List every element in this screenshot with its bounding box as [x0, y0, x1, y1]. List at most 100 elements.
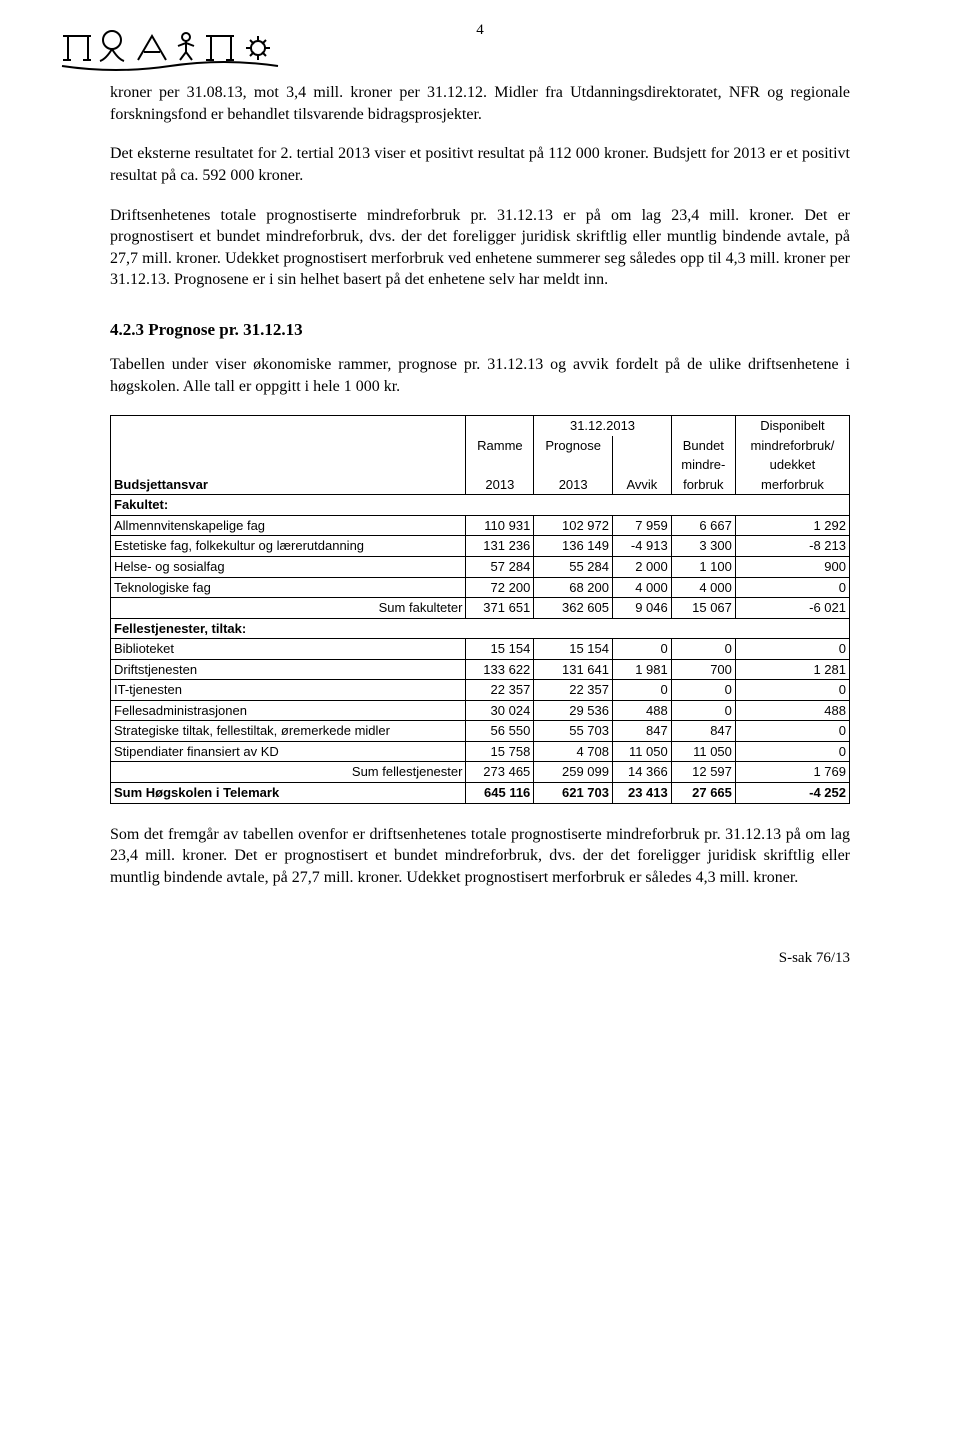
table-row-label: Biblioteket	[111, 639, 466, 660]
th-prognose-1: Prognose	[534, 436, 613, 456]
section-intro: Tabellen under viser økonomiske rammer, …	[110, 354, 850, 397]
table-cell: 11 050	[613, 741, 672, 762]
table-cell: 136 149	[534, 536, 613, 557]
table-cell: 131 641	[534, 659, 613, 680]
table-cell: 900	[735, 556, 849, 577]
table-cell: 29 536	[534, 700, 613, 721]
table-cell: 72 200	[466, 577, 534, 598]
th-budsjettansvar: Budsjettansvar	[111, 416, 466, 495]
table-cell: 102 972	[534, 515, 613, 536]
th-date: 31.12.2013	[534, 416, 671, 436]
paragraph-2: Det eksterne resultatet for 2. tertial 2…	[110, 143, 850, 186]
document-page: 4 kroner per 31.08.13, mot 3,4 mill. kro…	[0, 0, 960, 946]
th-ramme-2: 2013	[466, 475, 534, 495]
table-cell: -4 252	[735, 782, 849, 803]
table-cell: 847	[671, 721, 735, 742]
table-cell: 488	[735, 700, 849, 721]
table-row-label: Sum Høgskolen i Telemark	[111, 782, 466, 803]
table-cell: 27 665	[671, 782, 735, 803]
th-disp-3: udekket	[735, 455, 849, 475]
table-cell: 700	[671, 659, 735, 680]
table-cell: 15 154	[534, 639, 613, 660]
table-cell: 15 758	[466, 741, 534, 762]
table-cell: 12 597	[671, 762, 735, 783]
table-row-label: Strategiske tiltak, fellestiltak, øremer…	[111, 721, 466, 742]
table-cell: 68 200	[534, 577, 613, 598]
table-cell: 9 046	[613, 598, 672, 619]
table-cell: 273 465	[466, 762, 534, 783]
table-cell: 6 667	[671, 515, 735, 536]
table-cell: 362 605	[534, 598, 613, 619]
table-cell: -4 913	[613, 536, 672, 557]
footer-ref: S-sak 76/13	[0, 946, 960, 981]
section-fakultet: Fakultet:	[111, 495, 850, 516]
table-cell: 22 357	[534, 680, 613, 701]
table-cell: 55 703	[534, 721, 613, 742]
table-cell: 56 550	[466, 721, 534, 742]
table-cell: 22 357	[466, 680, 534, 701]
section-fellestjenester: Fellestjenester, tiltak:	[111, 618, 850, 639]
table-cell: 0	[735, 741, 849, 762]
table-cell: 14 366	[613, 762, 672, 783]
table-cell: -6 021	[735, 598, 849, 619]
table-cell: 4 000	[671, 577, 735, 598]
table-row-label: Driftstjenesten	[111, 659, 466, 680]
table-cell: 1 281	[735, 659, 849, 680]
table-cell: -8 213	[735, 536, 849, 557]
table-cell: 0	[671, 700, 735, 721]
table-cell: 23 413	[613, 782, 672, 803]
table-cell: 0	[735, 639, 849, 660]
table-cell: 259 099	[534, 762, 613, 783]
table-row-label: Fellesadministrasjonen	[111, 700, 466, 721]
table-cell: 15 154	[466, 639, 534, 660]
table-cell: 30 024	[466, 700, 534, 721]
table-cell: 0	[613, 639, 672, 660]
table-cell: 57 284	[466, 556, 534, 577]
table-cell: 371 651	[466, 598, 534, 619]
table-cell: 55 284	[534, 556, 613, 577]
table-cell: 488	[613, 700, 672, 721]
table-cell: 645 116	[466, 782, 534, 803]
table-row-label: Estetiske fag, folkekultur og lærerutdan…	[111, 536, 466, 557]
header-logo	[60, 28, 850, 72]
th-disp-2: mindreforbruk/	[735, 436, 849, 456]
table-row-label: Helse- og sosialfag	[111, 556, 466, 577]
table-cell: 1 981	[613, 659, 672, 680]
paragraph-1: kroner per 31.08.13, mot 3,4 mill. krone…	[110, 82, 850, 125]
prognose-table: Budsjettansvar 31.12.2013 Disponibelt Ra…	[110, 415, 850, 803]
th-ramme-1: Ramme	[466, 436, 534, 456]
th-bundet-3: forbruk	[671, 475, 735, 495]
table-cell: 133 622	[466, 659, 534, 680]
table-cell: 4 000	[613, 577, 672, 598]
table-cell: 4 708	[534, 741, 613, 762]
table-row-label: Stipendiater finansiert av KD	[111, 741, 466, 762]
table-cell: 0	[735, 680, 849, 701]
table-row-label: Sum fakulteter	[111, 598, 466, 619]
table-row-label: Teknologiske fag	[111, 577, 466, 598]
th-disp-4: merforbruk	[735, 475, 849, 495]
table-cell: 847	[613, 721, 672, 742]
table-cell: 131 236	[466, 536, 534, 557]
th-bundet-1: Bundet	[671, 436, 735, 456]
table-cell: 11 050	[671, 741, 735, 762]
closing-paragraph: Som det fremgår av tabellen ovenfor er d…	[110, 824, 850, 889]
table-cell: 1 769	[735, 762, 849, 783]
table-cell: 1 292	[735, 515, 849, 536]
th-disp-1: Disponibelt	[735, 416, 849, 436]
section-heading: 4.2.3 Prognose pr. 31.12.13	[110, 319, 850, 342]
table-cell: 0	[671, 680, 735, 701]
table-cell: 3 300	[671, 536, 735, 557]
table-cell: 0	[735, 577, 849, 598]
table-cell: 1 100	[671, 556, 735, 577]
table-row-label: Sum fellestjenester	[111, 762, 466, 783]
table-row-label: IT-tjenesten	[111, 680, 466, 701]
table-cell: 0	[613, 680, 672, 701]
th-avvik: Avvik	[613, 475, 672, 495]
table-cell: 110 931	[466, 515, 534, 536]
th-bundet-2: mindre-	[671, 455, 735, 475]
table-cell: 621 703	[534, 782, 613, 803]
table-cell: 2 000	[613, 556, 672, 577]
table-cell: 0	[735, 721, 849, 742]
table-cell: 15 067	[671, 598, 735, 619]
table-row-label: Allmennvitenskapelige fag	[111, 515, 466, 536]
